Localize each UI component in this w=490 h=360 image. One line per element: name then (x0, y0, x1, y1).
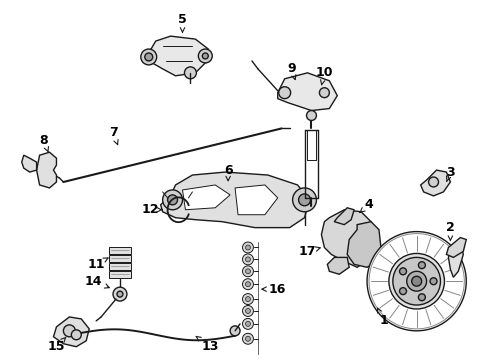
Text: 12: 12 (142, 203, 162, 216)
Circle shape (418, 262, 425, 269)
Text: 2: 2 (446, 221, 455, 240)
Circle shape (72, 330, 81, 340)
Circle shape (243, 242, 253, 253)
Text: 11: 11 (87, 258, 108, 271)
Text: 10: 10 (316, 66, 333, 85)
Circle shape (367, 231, 466, 331)
Circle shape (245, 297, 250, 302)
Circle shape (298, 194, 311, 206)
Circle shape (399, 268, 407, 275)
Circle shape (279, 87, 291, 99)
Circle shape (393, 257, 441, 305)
Polygon shape (321, 210, 377, 267)
Text: 14: 14 (84, 275, 109, 288)
FancyBboxPatch shape (109, 271, 131, 278)
Polygon shape (278, 73, 337, 111)
FancyBboxPatch shape (109, 247, 131, 255)
Text: 8: 8 (39, 134, 49, 152)
Text: 7: 7 (109, 126, 118, 145)
Text: 9: 9 (287, 62, 296, 80)
Circle shape (245, 282, 250, 287)
Circle shape (430, 278, 437, 285)
Text: 17: 17 (299, 245, 320, 258)
FancyBboxPatch shape (109, 255, 131, 262)
Circle shape (293, 188, 317, 212)
Polygon shape (420, 170, 450, 196)
Circle shape (113, 287, 127, 301)
Polygon shape (37, 152, 56, 188)
FancyBboxPatch shape (109, 264, 131, 270)
Polygon shape (446, 238, 466, 257)
Polygon shape (182, 185, 230, 210)
Circle shape (369, 234, 465, 329)
Polygon shape (334, 208, 354, 225)
Circle shape (243, 279, 253, 290)
Circle shape (243, 254, 253, 265)
Circle shape (163, 190, 182, 210)
Polygon shape (53, 317, 89, 347)
Text: 6: 6 (224, 163, 232, 181)
Text: 16: 16 (262, 283, 287, 296)
Polygon shape (448, 242, 464, 277)
Text: 3: 3 (446, 166, 455, 181)
Text: 1: 1 (377, 308, 388, 327)
Circle shape (63, 325, 75, 337)
Polygon shape (235, 185, 278, 215)
Circle shape (243, 333, 253, 344)
Circle shape (319, 88, 329, 98)
Circle shape (230, 326, 240, 336)
Polygon shape (161, 172, 310, 228)
Circle shape (243, 306, 253, 316)
Circle shape (243, 319, 253, 329)
Polygon shape (327, 257, 349, 274)
Text: 4: 4 (360, 198, 373, 213)
Polygon shape (22, 155, 37, 172)
Circle shape (184, 67, 196, 79)
Circle shape (168, 195, 177, 205)
Circle shape (202, 53, 208, 59)
Circle shape (243, 266, 253, 277)
Circle shape (245, 336, 250, 341)
Circle shape (307, 111, 317, 121)
Circle shape (429, 177, 439, 187)
Text: 5: 5 (178, 13, 187, 32)
Polygon shape (347, 222, 381, 267)
Circle shape (399, 288, 407, 294)
Circle shape (412, 276, 421, 286)
Circle shape (141, 49, 157, 65)
Circle shape (389, 253, 444, 309)
Circle shape (145, 53, 153, 61)
Polygon shape (149, 36, 208, 76)
Circle shape (407, 271, 427, 291)
Circle shape (418, 294, 425, 301)
Circle shape (245, 309, 250, 314)
Circle shape (198, 49, 212, 63)
Circle shape (245, 245, 250, 250)
Text: 13: 13 (196, 336, 219, 353)
Circle shape (243, 294, 253, 305)
Circle shape (245, 269, 250, 274)
Circle shape (245, 257, 250, 262)
Circle shape (117, 291, 123, 297)
Text: 15: 15 (48, 337, 66, 353)
Circle shape (245, 321, 250, 327)
